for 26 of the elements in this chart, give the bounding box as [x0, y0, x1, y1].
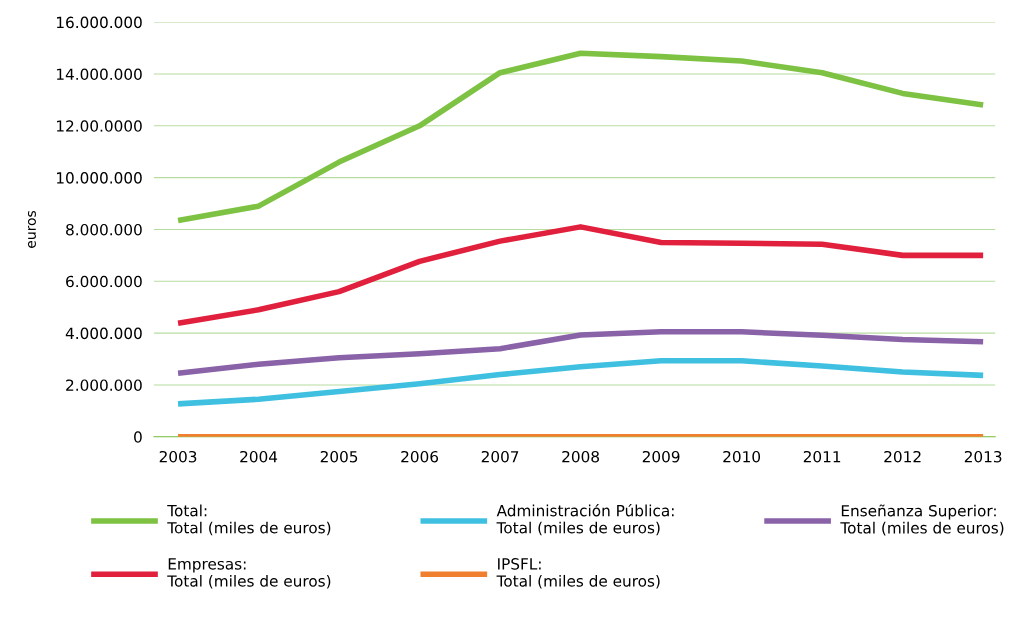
y-tick-label: 16.000.000: [56, 16, 142, 29]
x-tick-label: 2006: [401, 450, 439, 463]
y-tick-label: 12.00.0000: [56, 120, 142, 132]
x-tick-label: 2005: [320, 450, 358, 463]
x-tick-label: 2003: [159, 450, 197, 463]
legend-label: Empresas: Total (miles de euros): [167, 558, 331, 589]
legend-label: IPSFL: Total (miles de euros): [496, 558, 660, 589]
x-tick-label: 2009: [642, 450, 680, 463]
x-tick-label: 2004: [240, 450, 278, 463]
y-tick-label: 4.000.000: [65, 327, 142, 340]
y-axis-title: euros: [27, 210, 36, 248]
y-tick-label: 2.000.000: [66, 379, 142, 391]
y-tick-label: 10.000.000: [56, 172, 142, 184]
x-tick-label: 2007: [481, 450, 519, 463]
legend-label: Administración Pública: Total (miles de euros): [496, 503, 674, 536]
x-tick-label: 2008: [562, 450, 599, 463]
y-tick-label: 8.000.000: [66, 223, 142, 236]
legend-label: Total: Total (miles de euros): [167, 504, 331, 536]
legend-label: Enseñanza Superior: Total (miles de euros): [840, 504, 1004, 536]
x-tick-label: 2010: [723, 450, 761, 463]
y-tick-label: 0: [134, 431, 142, 443]
x-tick-label: 2011: [803, 450, 841, 463]
y-tick-label: 14.000.000: [56, 68, 142, 80]
x-tick-label: 2013: [964, 450, 1002, 463]
x-tick-label: 2012: [884, 450, 921, 463]
y-tick-label: 6.000.000: [66, 275, 142, 288]
